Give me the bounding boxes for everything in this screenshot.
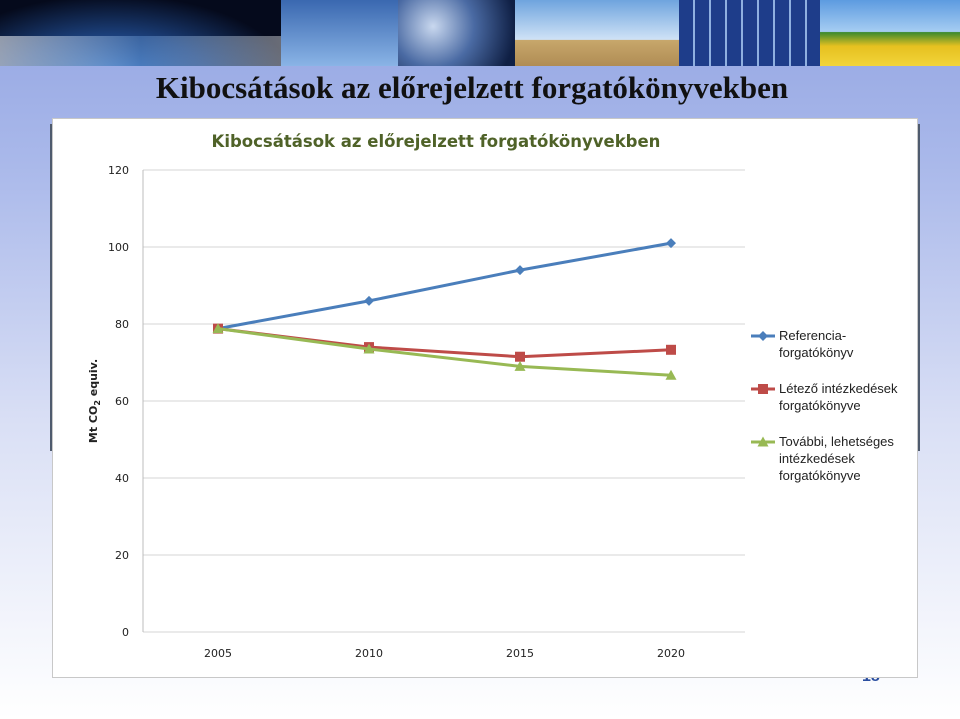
series-line [217,241,672,331]
header-banner [0,0,960,66]
chart-title: Kibocsátások az előrejelzett forgatóköny… [212,132,661,151]
legend-swatch [751,384,775,394]
x-tick-label: 2005 [204,647,232,660]
data-point [515,351,525,362]
flower-field-photo [819,0,960,66]
data-point [666,344,676,355]
chart-legend: Referencia-forgatókönyv Létező intézkedés… [751,327,917,503]
x-tick-label: 2010 [355,647,383,660]
x-tick-label: 2020 [657,647,685,660]
series-line [217,327,672,377]
data-point [514,360,526,371]
y-tick-label: 120 [108,164,129,177]
y-tick-label: 80 [115,318,129,331]
legend-item: További, lehetséges intézkedések forgatókö… [751,433,917,484]
legend-label: Referencia-forgatókönyv [779,328,854,360]
data-point [515,265,525,276]
series-3 [212,323,677,380]
y-tick-label: 20 [115,549,129,562]
wind-turbines-photo [515,0,680,66]
binary-data-photo [398,0,516,66]
legend-marker [758,331,768,341]
legend-swatch [751,331,775,341]
legend-marker [757,436,769,447]
earth-photo [0,0,281,66]
solar-panels-photo [679,0,820,66]
legend-item: Létező intézkedések forgatókönyve [751,380,917,414]
power-pylon-photo [280,0,399,66]
series-1 [213,238,676,334]
data-point [666,238,676,249]
chart-container: Kibocsátások az előrejelzett forgatóköny… [52,118,918,678]
y-tick-label: 60 [115,395,129,408]
legend-label: További, lehetséges intézkedések forgatókö… [779,434,894,483]
data-point [364,295,374,306]
series-line [217,327,672,359]
legend-item: Referencia-forgatókönyv [751,327,917,361]
x-tick-label: 2015 [506,647,534,660]
line-chart: Kibocsátások az előrejelzett forgatóköny… [87,132,745,660]
data-point [363,343,375,354]
y-tick-label: 40 [115,472,129,485]
data-point [212,323,224,334]
legend-label: Létező intézkedések forgatókönyve [779,381,898,413]
slide-title: Kibocsátások az előrejelzett forgatóköny… [155,70,789,105]
legend-swatch [751,436,775,447]
y-axis-label: Mt CO2 equiv. [87,359,102,443]
y-tick-label: 100 [108,241,129,254]
data-point [665,369,677,380]
y-tick-label: 0 [122,626,129,639]
series-2 [213,323,676,362]
legend-marker [758,384,768,394]
